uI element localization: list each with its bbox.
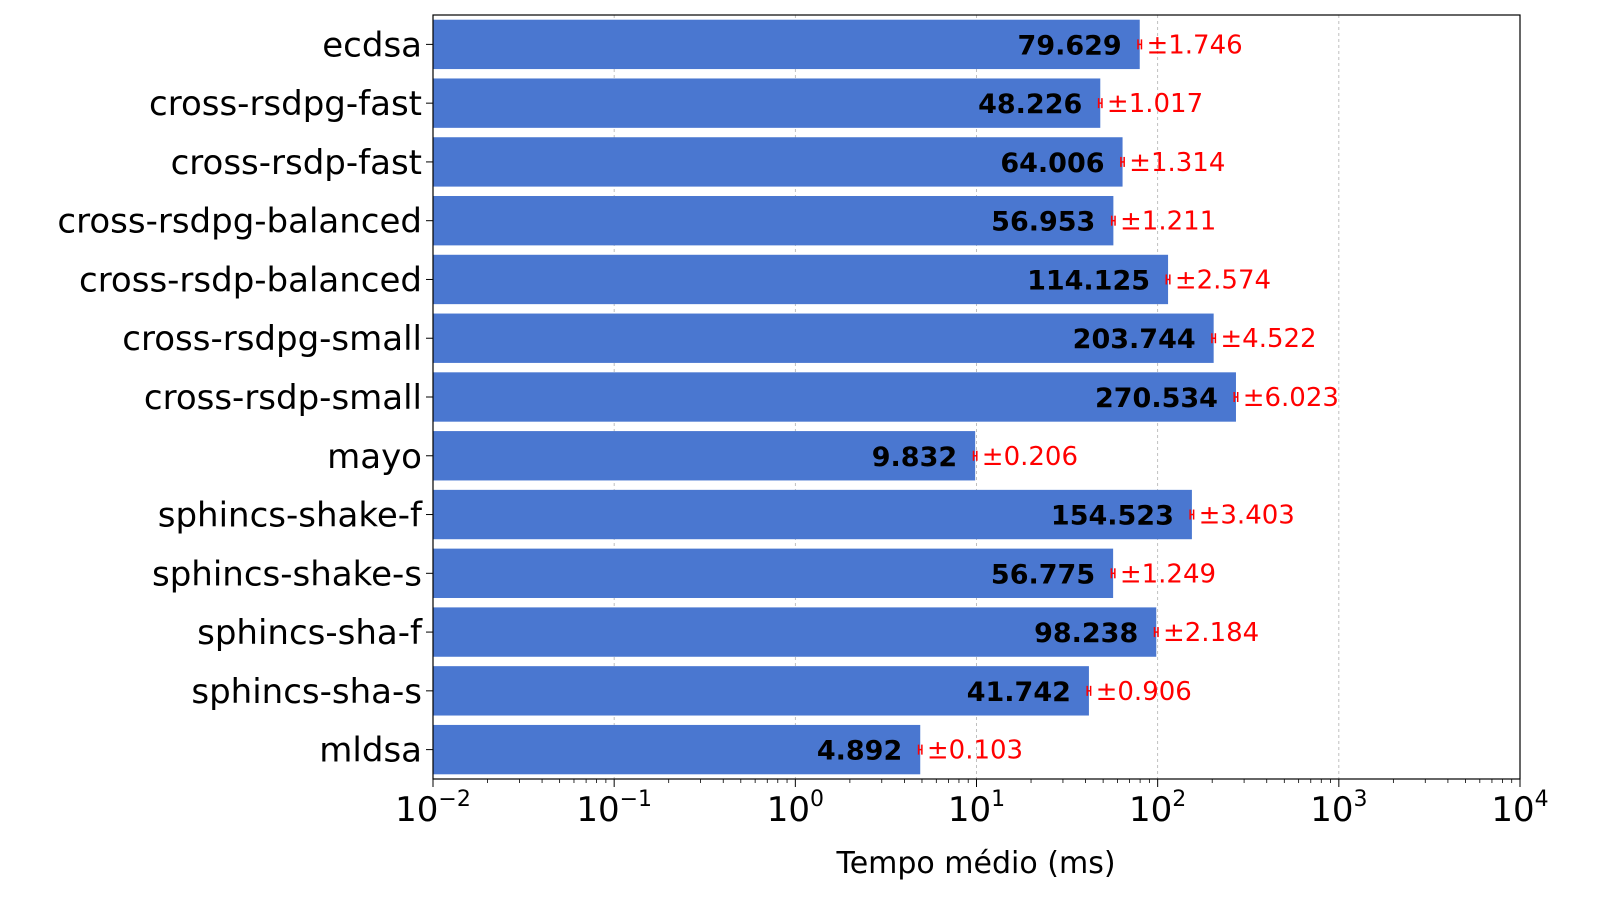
y-tick-label: cross-rsdpg-fast <box>149 84 422 124</box>
bar-value-label: 203.744 <box>1073 324 1196 355</box>
axes-layer: ecdsa cross-rsdpg-fast cross-rsdp-fast cros… <box>57 14 1549 830</box>
bar-value-label: 56.953 <box>991 207 1095 238</box>
bar-value-label: 64.006 <box>1000 148 1104 179</box>
bar-value-label: 79.629 <box>1018 30 1122 61</box>
y-tick-label: mayo <box>327 437 422 477</box>
y-tick-label: cross-rsdpg-small <box>122 319 422 359</box>
error-value-label: ±2.184 <box>1163 618 1259 648</box>
error-value-label: ±1.211 <box>1120 207 1216 237</box>
bar <box>433 431 976 481</box>
bar-value-label: 4.892 <box>817 736 902 767</box>
x-tick-label: 10−1 <box>576 787 652 830</box>
y-tick-label: mldsa <box>319 731 422 771</box>
y-tick-label: sphincs-sha-s <box>191 672 422 712</box>
bar-value-label: 98.238 <box>1034 618 1138 649</box>
bar <box>433 489 1192 540</box>
bar <box>433 137 1123 187</box>
bar <box>433 254 1169 305</box>
x-tick-label: 100 <box>767 787 824 830</box>
error-value-label: ±1.314 <box>1129 148 1225 178</box>
y-tick-label: sphincs-sha-f <box>197 613 423 653</box>
x-tick-label: 10−2 <box>395 787 471 830</box>
x-tick-label: 101 <box>948 787 1005 830</box>
error-value-label: ±1.249 <box>1120 559 1216 589</box>
bar-value-label: 41.742 <box>967 677 1071 708</box>
bar <box>433 196 1114 246</box>
y-tick-label: cross-rsdp-balanced <box>79 260 422 300</box>
bar <box>433 313 1214 363</box>
error-value-label: ±0.206 <box>982 442 1078 472</box>
x-tick-label: 104 <box>1491 787 1548 830</box>
bar <box>433 548 1114 598</box>
x-tick-label: 103 <box>1310 787 1367 830</box>
bar-value-label: 56.775 <box>991 559 1095 590</box>
bar <box>433 607 1157 657</box>
y-tick-label: cross-rsdp-small <box>144 378 422 418</box>
error-value-label: ±1.746 <box>1146 30 1242 60</box>
bar <box>433 19 1140 70</box>
y-tick-label: cross-rsdp-fast <box>171 143 422 183</box>
x-axis-label: Tempo médio (ms) <box>835 846 1115 881</box>
bar <box>433 372 1236 422</box>
error-value-label: ±1.017 <box>1107 89 1203 119</box>
y-tick-label: ecdsa <box>322 25 422 65</box>
y-tick-label: cross-rsdpg-balanced <box>57 202 422 242</box>
bar <box>433 724 921 775</box>
bar-value-label: 270.534 <box>1095 383 1218 414</box>
bar <box>433 666 1089 716</box>
error-value-label: ±4.522 <box>1220 324 1316 354</box>
bar <box>433 78 1101 128</box>
bar-value-label: 9.832 <box>872 442 957 473</box>
bar-value-label: 154.523 <box>1051 501 1174 532</box>
error-value-label: ±0.103 <box>927 736 1023 766</box>
error-value-label: ±6.023 <box>1243 383 1339 413</box>
y-tick-label: sphincs-shake-f <box>158 496 423 536</box>
error-value-label: ±2.574 <box>1175 265 1271 295</box>
y-tick-label: sphincs-shake-s <box>152 554 422 594</box>
x-tick-label: 102 <box>1129 787 1186 830</box>
error-value-label: ±0.906 <box>1096 677 1192 707</box>
bar-value-label: 48.226 <box>978 89 1082 120</box>
bar-value-label: 114.125 <box>1027 265 1150 296</box>
error-value-label: ±3.403 <box>1199 501 1295 531</box>
